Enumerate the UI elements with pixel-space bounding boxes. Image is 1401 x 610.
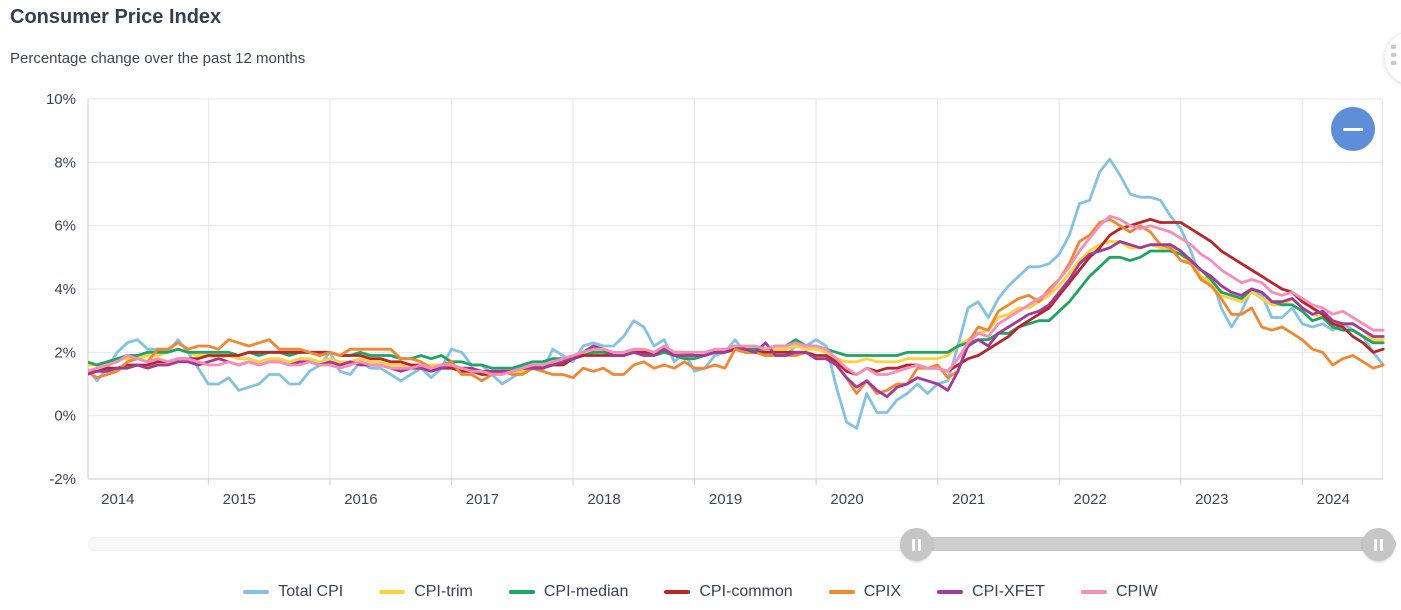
legend-label: CPI-trim bbox=[414, 583, 473, 600]
series-line-cpiw bbox=[88, 214, 1385, 376]
series-line-total-cpi bbox=[88, 157, 1385, 430]
legend-item-cpi-trim[interactable]: CPI-trim bbox=[379, 583, 473, 601]
slider-left-handle[interactable] bbox=[900, 528, 933, 561]
x-tick-label: 2023 bbox=[1195, 491, 1228, 508]
legend-swatch bbox=[664, 590, 691, 594]
series-group bbox=[88, 157, 1385, 430]
y-tick-label: 10% bbox=[46, 91, 76, 108]
legend-swatch bbox=[243, 590, 270, 594]
legend-label: CPIW bbox=[1115, 583, 1158, 600]
legend-item-cpi-median[interactable]: CPI-median bbox=[508, 583, 629, 601]
y-tick-label: -2% bbox=[49, 471, 76, 488]
legend-item-cpix[interactable]: CPIX bbox=[828, 583, 902, 601]
x-tick-label: 2024 bbox=[1317, 491, 1350, 508]
minus-icon bbox=[1343, 128, 1363, 131]
legend-label: Total CPI bbox=[278, 583, 344, 600]
cpi-line-chart: 10% 8% 6% 4% 2% 0% -2% 2014 2015 2016 2017 2018 2019… bbox=[46, 91, 1385, 508]
legend-label: CPI-median bbox=[543, 583, 629, 600]
kebab-menu-icon bbox=[1391, 45, 1396, 65]
legend-label: CPI-XFET bbox=[972, 583, 1045, 600]
legend-swatch bbox=[828, 590, 855, 594]
y-tick-label: 6% bbox=[54, 218, 76, 235]
legend-swatch bbox=[508, 590, 535, 594]
y-tick-label: 0% bbox=[54, 408, 76, 425]
legend-item-cpiw[interactable]: CPIW bbox=[1080, 583, 1158, 601]
series-line-cpi-trim bbox=[88, 240, 1385, 376]
series-line-cpix bbox=[88, 217, 1385, 395]
y-axis-labels: 10% 8% 6% 4% 2% 0% -2% bbox=[46, 91, 76, 488]
x-tick-label: 2018 bbox=[587, 491, 620, 508]
series-line-cpi-xfet bbox=[88, 240, 1385, 399]
slider-selected-range[interactable] bbox=[916, 537, 1396, 551]
legend-swatch bbox=[1080, 590, 1107, 594]
legend-label: CPI-common bbox=[699, 583, 793, 600]
legend-swatch bbox=[937, 590, 964, 594]
legend-item-cpi-xfet[interactable]: CPI-XFET bbox=[937, 583, 1045, 601]
chart-subtitle: Percentage change over the past 12 month… bbox=[10, 50, 306, 67]
chart-title: Consumer Price Index bbox=[10, 6, 222, 28]
x-gridlines bbox=[207, 99, 1303, 485]
x-tick-label: 2015 bbox=[223, 491, 256, 508]
legend-label: CPIX bbox=[863, 583, 902, 600]
x-tick-label: 2016 bbox=[344, 491, 377, 508]
slider-right-handle[interactable] bbox=[1362, 528, 1395, 561]
chart-legend: Total CPI CPI-trim CPI-median CPI-common CPI… bbox=[0, 583, 1401, 601]
x-tick-label: 2019 bbox=[709, 491, 742, 508]
legend-item-total-cpi[interactable]: Total CPI bbox=[243, 583, 343, 601]
time-range-slider[interactable] bbox=[88, 528, 1396, 561]
x-tick-label: 2020 bbox=[830, 491, 863, 508]
legend-swatch bbox=[379, 590, 406, 594]
collapse-series-button[interactable] bbox=[1331, 107, 1375, 151]
x-tick-label: 2014 bbox=[101, 491, 134, 508]
y-tick-label: 2% bbox=[54, 344, 76, 361]
x-axis-labels: 2014 2015 2016 2017 2018 2019 2020 2021 2022 2023… bbox=[101, 491, 1350, 508]
y-gridlines bbox=[88, 98, 1383, 480]
x-tick-label: 2017 bbox=[466, 491, 499, 508]
y-tick-label: 8% bbox=[54, 154, 76, 171]
x-tick-label: 2021 bbox=[952, 491, 985, 508]
x-tick-label: 2022 bbox=[1074, 491, 1107, 508]
y-tick-label: 4% bbox=[54, 281, 76, 298]
legend-item-cpi-common[interactable]: CPI-common bbox=[664, 583, 793, 601]
